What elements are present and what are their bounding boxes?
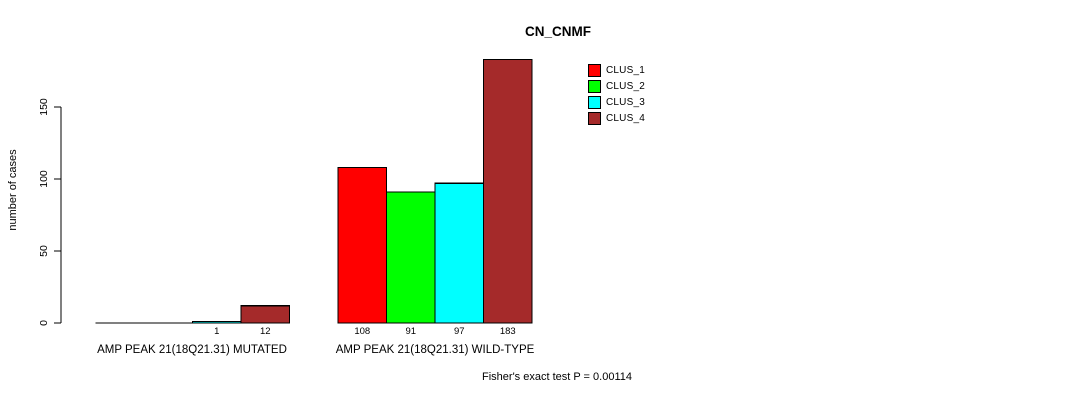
- bar-value-label: 1: [214, 326, 219, 337]
- group-label-wildtype: AMP PEAK 21(18Q21.31) WILD-TYPE: [335, 344, 535, 356]
- group-label-mutated: AMP PEAK 21(18Q21.31) MUTATED: [97, 344, 287, 356]
- bar-clus_4: [240, 305, 291, 324]
- legend-swatch-clus2-icon: [588, 79, 601, 93]
- legend-label-clus2: CLUS_2: [606, 80, 645, 92]
- legend-item-clus2: CLUS_2: [588, 78, 645, 94]
- chart-title: CN_CNMF: [525, 24, 591, 39]
- bar-value-label: 91: [405, 326, 416, 337]
- legend-item-clus3: CLUS_3: [588, 94, 645, 110]
- bar-value-label: 183: [500, 326, 516, 337]
- ytick-label-50: 50: [38, 245, 50, 257]
- fisher-test-annotation: Fisher's exact test P = 0.00114: [482, 371, 632, 383]
- bar-clus_4: [482, 58, 533, 324]
- ytick-label-0: 0: [38, 320, 50, 326]
- bar-clus_1: [337, 166, 388, 324]
- bar-value-label: 97: [454, 326, 465, 337]
- legend-item-clus4: CLUS_4: [588, 110, 645, 126]
- bar-value-label: 12: [260, 326, 271, 337]
- bar-clus_3: [434, 182, 485, 324]
- ytick-label-150: 150: [38, 98, 50, 116]
- legend-label-clus4: CLUS_4: [606, 112, 645, 124]
- legend-swatch-clus1-icon: [588, 63, 601, 77]
- legend-item-clus1: CLUS_1: [588, 62, 645, 78]
- legend: CLUS_1 CLUS_2 CLUS_3 CLUS_4: [588, 62, 645, 126]
- bar-value-label: 108: [354, 326, 370, 337]
- legend-label-clus1: CLUS_1: [606, 64, 645, 76]
- ytick-label-100: 100: [38, 170, 50, 188]
- bar-clus_3: [191, 320, 242, 324]
- legend-label-clus3: CLUS_3: [606, 96, 645, 108]
- legend-swatch-clus3-icon: [588, 95, 601, 109]
- bar-clus_2: [385, 191, 436, 324]
- y-axis-label: number of cases: [7, 149, 19, 231]
- legend-swatch-clus4-icon: [588, 111, 601, 125]
